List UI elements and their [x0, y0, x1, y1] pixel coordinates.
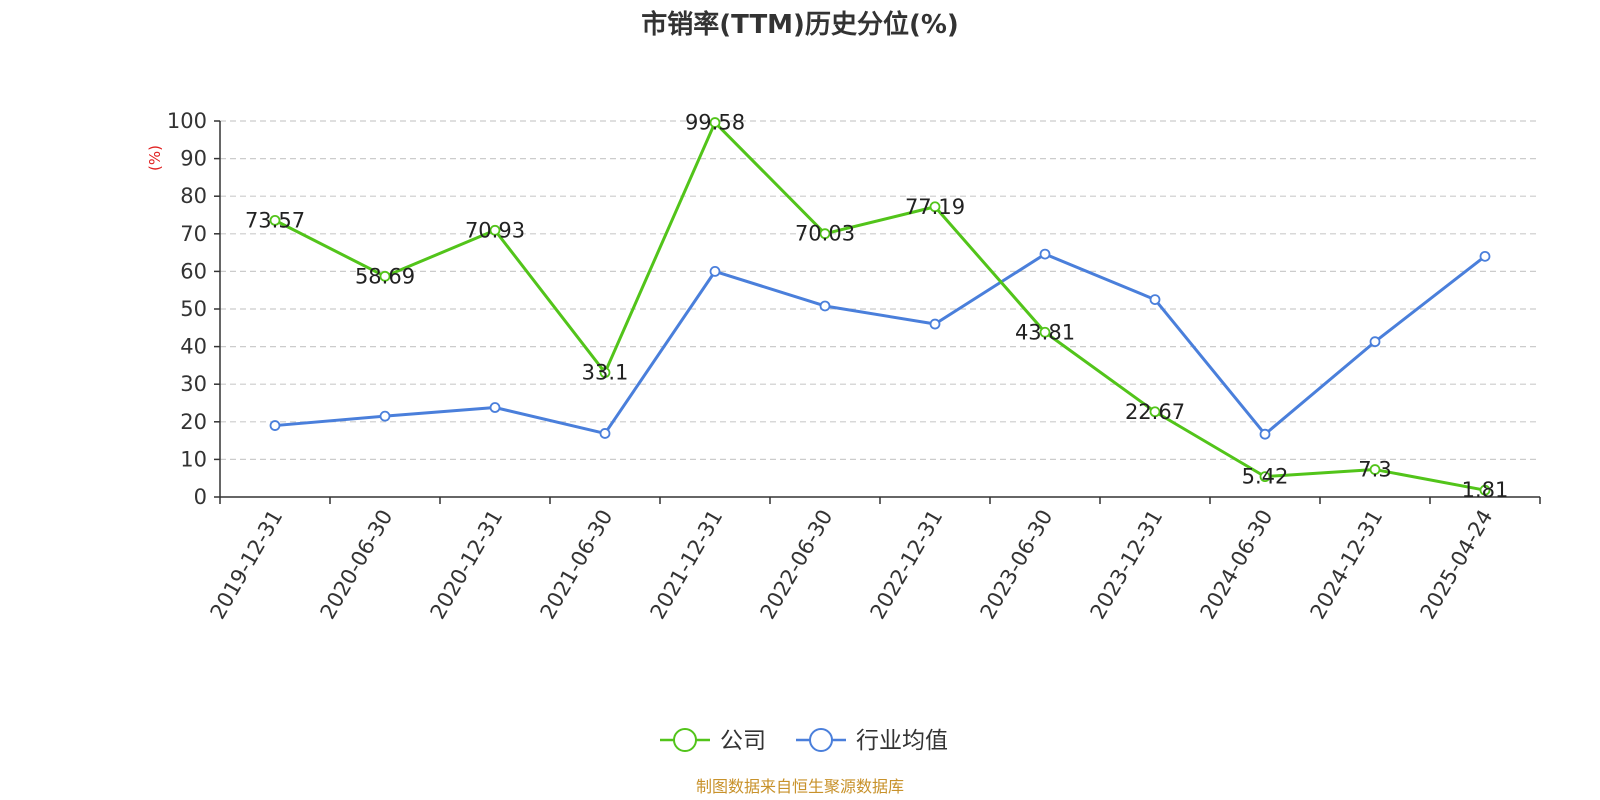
data-label: 58.69 [355, 264, 415, 288]
data-point[interactable] [709, 117, 721, 128]
grid-lines [220, 120, 1540, 460]
y-tick-label: 10 [180, 447, 207, 471]
data-point[interactable] [1479, 250, 1491, 262]
data-point[interactable] [1479, 484, 1491, 496]
x-tick-label: 2022-06-30 [756, 506, 838, 624]
data-point[interactable] [819, 228, 831, 240]
y-tick-label: 30 [180, 372, 207, 396]
data-point[interactable] [1039, 326, 1051, 338]
y-tick-label: 40 [180, 335, 207, 359]
x-tick-label: 2025-04-24 [1416, 506, 1498, 624]
y-tick-label: 100 [167, 109, 207, 133]
data-point[interactable] [489, 224, 501, 236]
axes [214, 120, 1541, 504]
data-label: 73.57 [245, 208, 305, 232]
y-tick-label: 80 [180, 184, 207, 208]
data-label: 1.81 [1462, 478, 1509, 502]
data-label: 7.3 [1358, 458, 1391, 482]
data-point[interactable] [1369, 336, 1381, 348]
chart-title: 市销率(TTM)历史分位(%) [641, 9, 959, 40]
data-point[interactable] [929, 318, 941, 330]
y-tick-label: 0 [194, 485, 207, 509]
data-label: 70.03 [795, 222, 855, 246]
x-tick-label: 2022-12-31 [866, 506, 948, 624]
y-axis-unit-label: (%) [146, 145, 164, 171]
data-point[interactable] [1259, 471, 1271, 483]
data-label: 33.1 [582, 361, 629, 385]
data-point[interactable] [1369, 464, 1381, 475]
y-tick-label: 50 [180, 297, 207, 321]
legend-label: 公司 [720, 728, 766, 754]
data-point[interactable] [1039, 248, 1051, 260]
legend[interactable]: 公司 行业均值 [660, 728, 948, 754]
x-tick-label: 2021-12-31 [646, 506, 728, 624]
data-label: 5.42 [1242, 465, 1289, 489]
data-point[interactable] [819, 300, 831, 312]
data-label: 99.58 [685, 111, 745, 135]
data-point[interactable] [1149, 406, 1161, 418]
data-point[interactable] [599, 367, 611, 378]
data-point[interactable] [709, 265, 721, 277]
data-label: 22.67 [1125, 400, 1185, 424]
y-tick-label: 60 [180, 259, 207, 283]
legend-swatch-marker [673, 728, 697, 752]
y-tick-label: 70 [180, 222, 207, 246]
data-label: 70.93 [465, 218, 525, 242]
legend-label: 行业均值 [856, 728, 948, 754]
legend-item[interactable]: 行业均值 [796, 728, 948, 754]
data-label: 43.81 [1015, 320, 1075, 344]
y-tick-labels: 0 10 20 30 40 50 60 70 80 90 100 [167, 109, 207, 509]
data-point[interactable] [379, 270, 391, 282]
data-point[interactable] [379, 410, 391, 422]
x-tick-label: 2020-06-30 [316, 506, 398, 624]
x-tick-labels: 2019-12-31 2020-06-30 2020-12-31 2021-06-30… [206, 506, 1498, 624]
data-point[interactable] [269, 420, 281, 431]
y-tick-label: 90 [180, 147, 207, 171]
data-point[interactable] [599, 428, 611, 439]
series-line [274, 121, 1486, 492]
x-tick-label: 2019-12-31 [206, 506, 288, 624]
data-point[interactable] [269, 214, 281, 226]
x-tick-label: 2020-12-31 [426, 506, 508, 624]
data-point[interactable] [1259, 428, 1271, 440]
data-point[interactable] [489, 402, 501, 413]
legend-swatch-marker [809, 728, 833, 752]
y-tick-label: 20 [180, 410, 207, 434]
x-tick-label: 2024-06-30 [1196, 506, 1278, 624]
data-point[interactable] [929, 201, 941, 213]
series-layer [269, 117, 1491, 496]
source-note: 制图数据来自恒生聚源数据库 [696, 777, 904, 796]
x-tick-label: 2023-06-30 [976, 506, 1058, 624]
data-point[interactable] [1149, 294, 1161, 306]
x-tick-label: 2023-12-31 [1086, 506, 1168, 624]
x-tick-label: 2021-06-30 [536, 506, 618, 624]
legend-item[interactable]: 公司 [660, 728, 766, 754]
x-tick-label: 2024-12-31 [1306, 506, 1388, 624]
data-label: 77.19 [905, 195, 965, 219]
data-labels: 73.57 58.69 70.93 33.1 99.58 70.03 77.19 43.81 2… [245, 111, 1508, 503]
series-line [274, 252, 1486, 436]
